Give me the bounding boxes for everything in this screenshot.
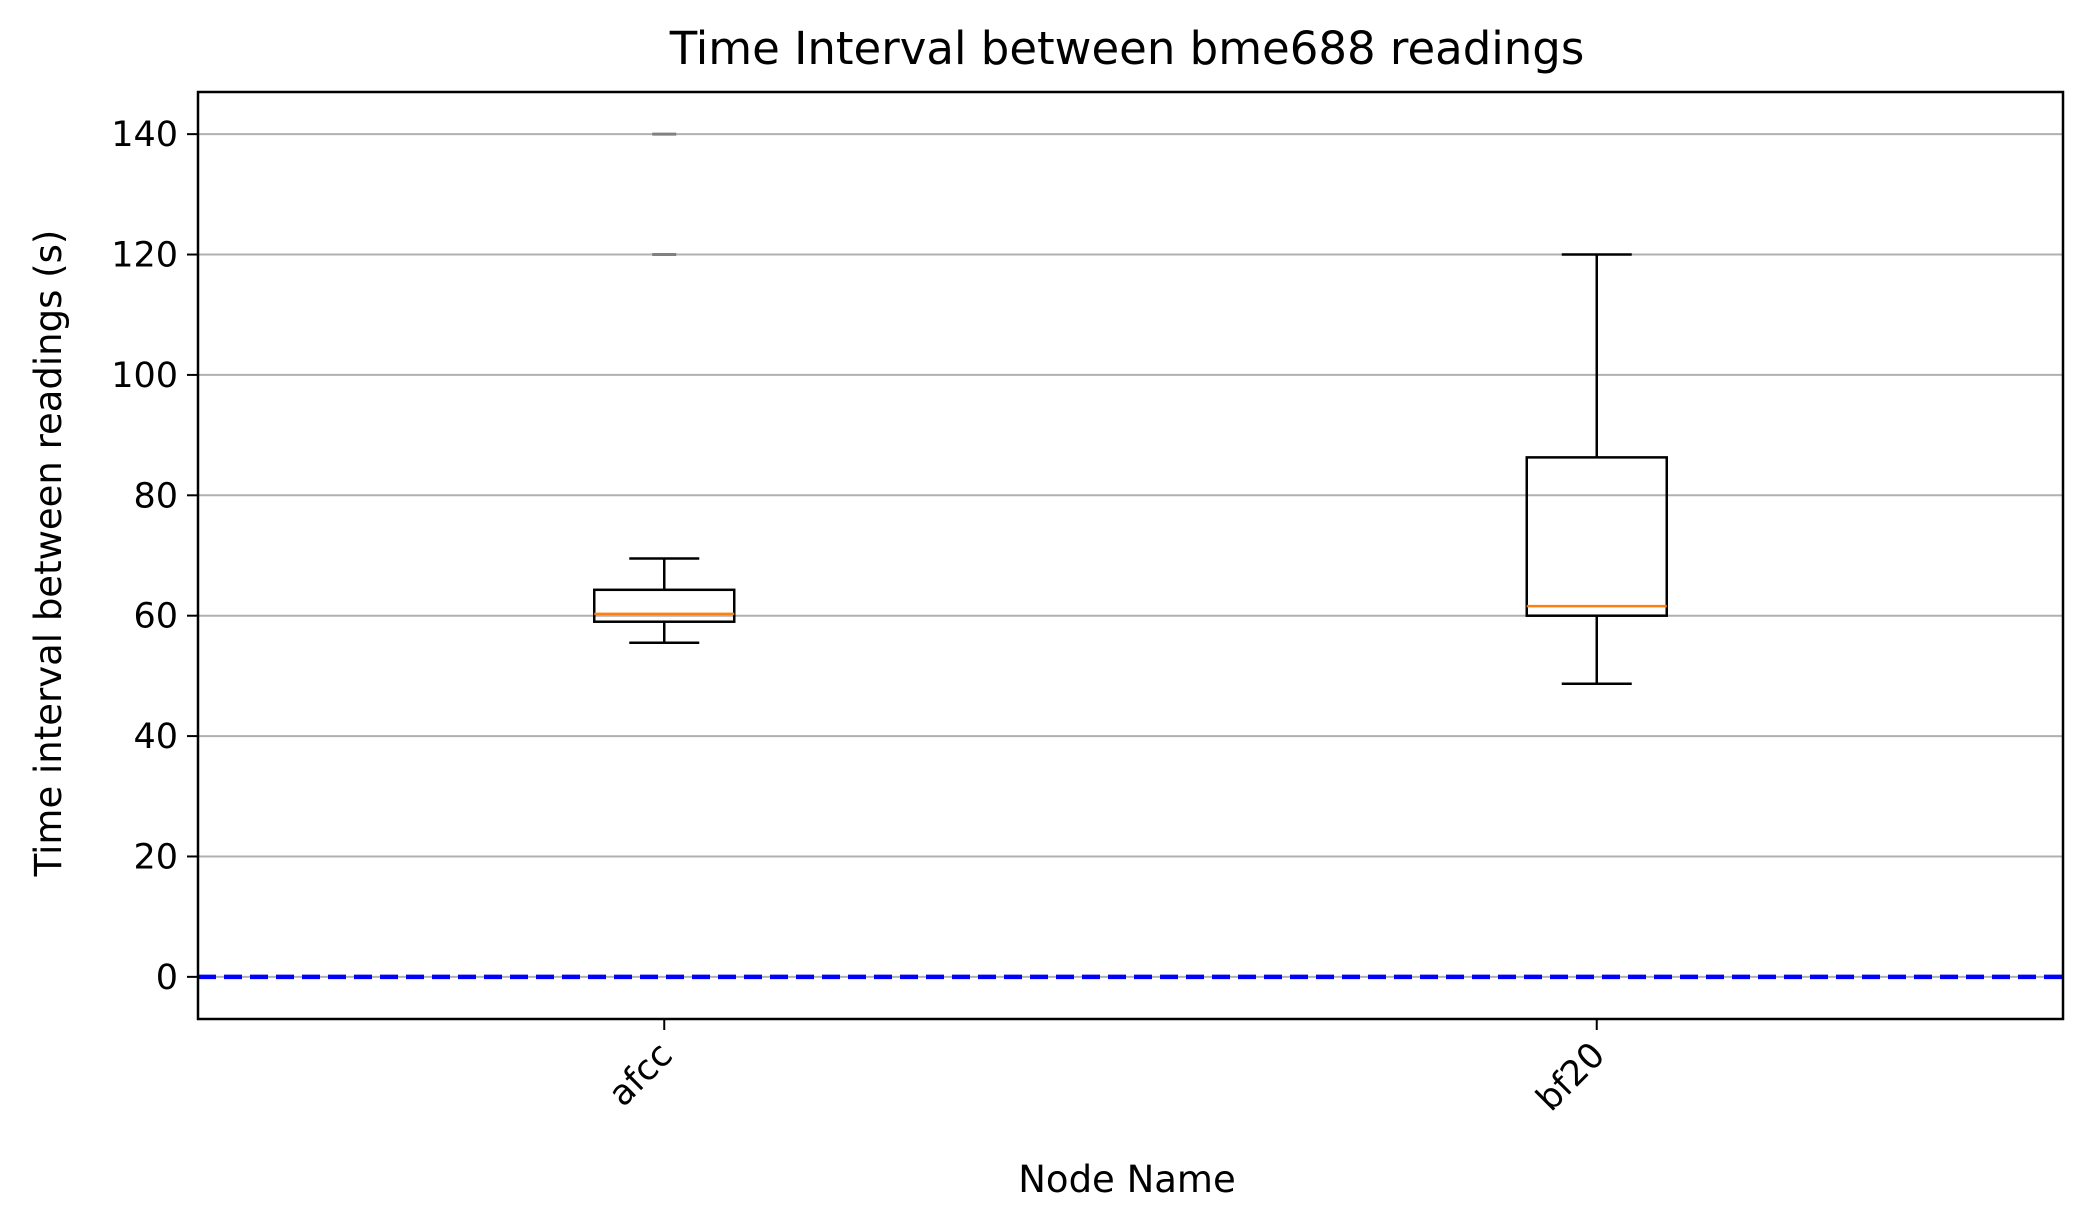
y-tick-label: 40 <box>133 717 178 757</box>
y-tick-label: 120 <box>111 236 178 276</box>
y-tick-label: 140 <box>111 115 178 155</box>
y-tick-label: 100 <box>111 356 178 396</box>
y-tick-label: 60 <box>133 597 178 637</box>
y-tick-label: 80 <box>133 476 178 516</box>
box-afcc <box>593 132 736 645</box>
box-bf20 <box>1525 253 1668 685</box>
plot-area-frame <box>196 90 2065 1021</box>
chart-title: Time Interval between bme688 readings <box>669 22 1585 75</box>
y-axis-ticks: 0 20 40 60 80 100 120 140 <box>111 115 198 998</box>
y-axis-label: Time interval between readings (s) <box>27 230 70 878</box>
iqr-box <box>593 588 736 623</box>
x-axis-label: Node Name <box>1018 1158 1235 1201</box>
iqr-box <box>1525 456 1668 617</box>
y-tick-label: 0 <box>156 958 178 998</box>
y-tick-label: 20 <box>133 837 178 877</box>
grid-lines <box>198 133 2063 978</box>
boxes-layer <box>593 132 1668 685</box>
